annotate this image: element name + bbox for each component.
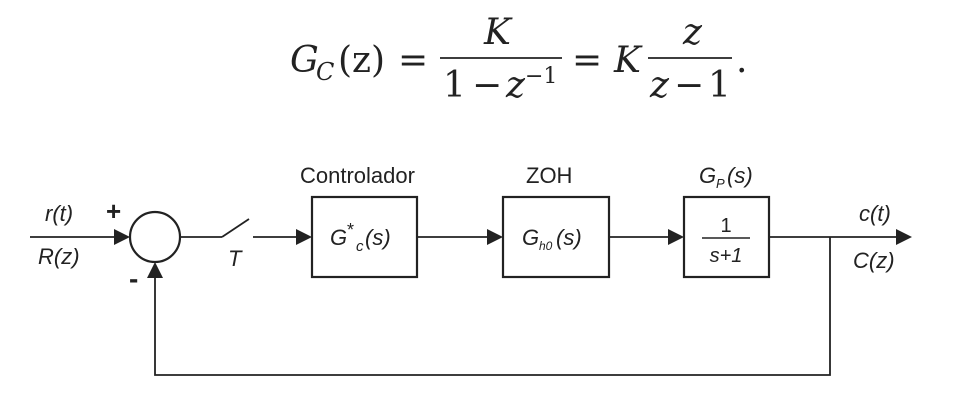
transfer-function-equation: G C (z) = K 1 − z −1 = K z z − 1 . [290, 12, 747, 106]
plant-title-argument: (s) [727, 163, 753, 188]
eq-frac2-den-minus: − [674, 65, 704, 106]
zoh-input-arrowhead [487, 229, 503, 245]
controller-argument: (s) [365, 225, 391, 250]
controller-title: Controlador [300, 163, 415, 188]
feedback-arrowhead [147, 262, 163, 278]
eq-lhs-G: G [290, 40, 319, 81]
zoh-G: G [522, 225, 539, 250]
eq-lhs-subscript: C [316, 58, 334, 86]
eq-frac2-numerator: z [682, 12, 703, 53]
plus-sign: + [106, 196, 121, 226]
sampler-switch-blade [221, 218, 250, 238]
eq-lhs-argument: (z) [338, 40, 385, 81]
output-z-label: C(z) [853, 248, 895, 273]
output-arrowhead [896, 229, 912, 245]
eq-frac1-numerator: K [483, 12, 513, 53]
sampler-period-label: T [228, 246, 243, 271]
controller-input-arrowhead [296, 229, 312, 245]
eq-frac1-den-minus: − [472, 65, 502, 106]
plant-title-subscript: P [716, 176, 725, 191]
output-time-label: c(t) [859, 201, 891, 226]
summing-junction [128, 210, 182, 264]
eq-frac1-den-z: z [505, 65, 526, 106]
eq-period: . [736, 40, 747, 81]
controller-G: G [330, 225, 347, 250]
input-arrowhead [114, 229, 130, 245]
feedback-path [154, 237, 831, 376]
zoh-argument: (s) [556, 225, 582, 250]
zoh-title: ZOH [526, 163, 572, 188]
eq-frac2-den-z: z [649, 65, 670, 106]
controller-star: * [347, 220, 354, 240]
controller-subscript: c [356, 238, 364, 255]
zoh-subscript: h0 [539, 239, 553, 253]
plant-block [682, 195, 771, 279]
controller-block [310, 195, 419, 279]
input-time-label: r(t) [45, 201, 73, 226]
eq-equals-2: = [572, 40, 602, 81]
plant-title-G: G [699, 163, 716, 188]
plant-numerator: 1 [720, 215, 731, 237]
block-diagram: r(t) R(z) + - T Controlador G * c (s) ZO… [30, 163, 912, 376]
eq-frac1-den-one: 1 [443, 65, 466, 106]
eq-frac1-den-exponent: −1 [525, 64, 557, 89]
minus-sign: - [129, 263, 138, 294]
plant-denominator: s+1 [710, 245, 743, 267]
eq-gain-K: K [613, 40, 643, 81]
input-z-label: R(z) [38, 244, 80, 269]
plant-input-arrowhead [668, 229, 684, 245]
eq-frac2-den-one: 1 [708, 65, 731, 106]
eq-equals-1: = [398, 40, 428, 81]
